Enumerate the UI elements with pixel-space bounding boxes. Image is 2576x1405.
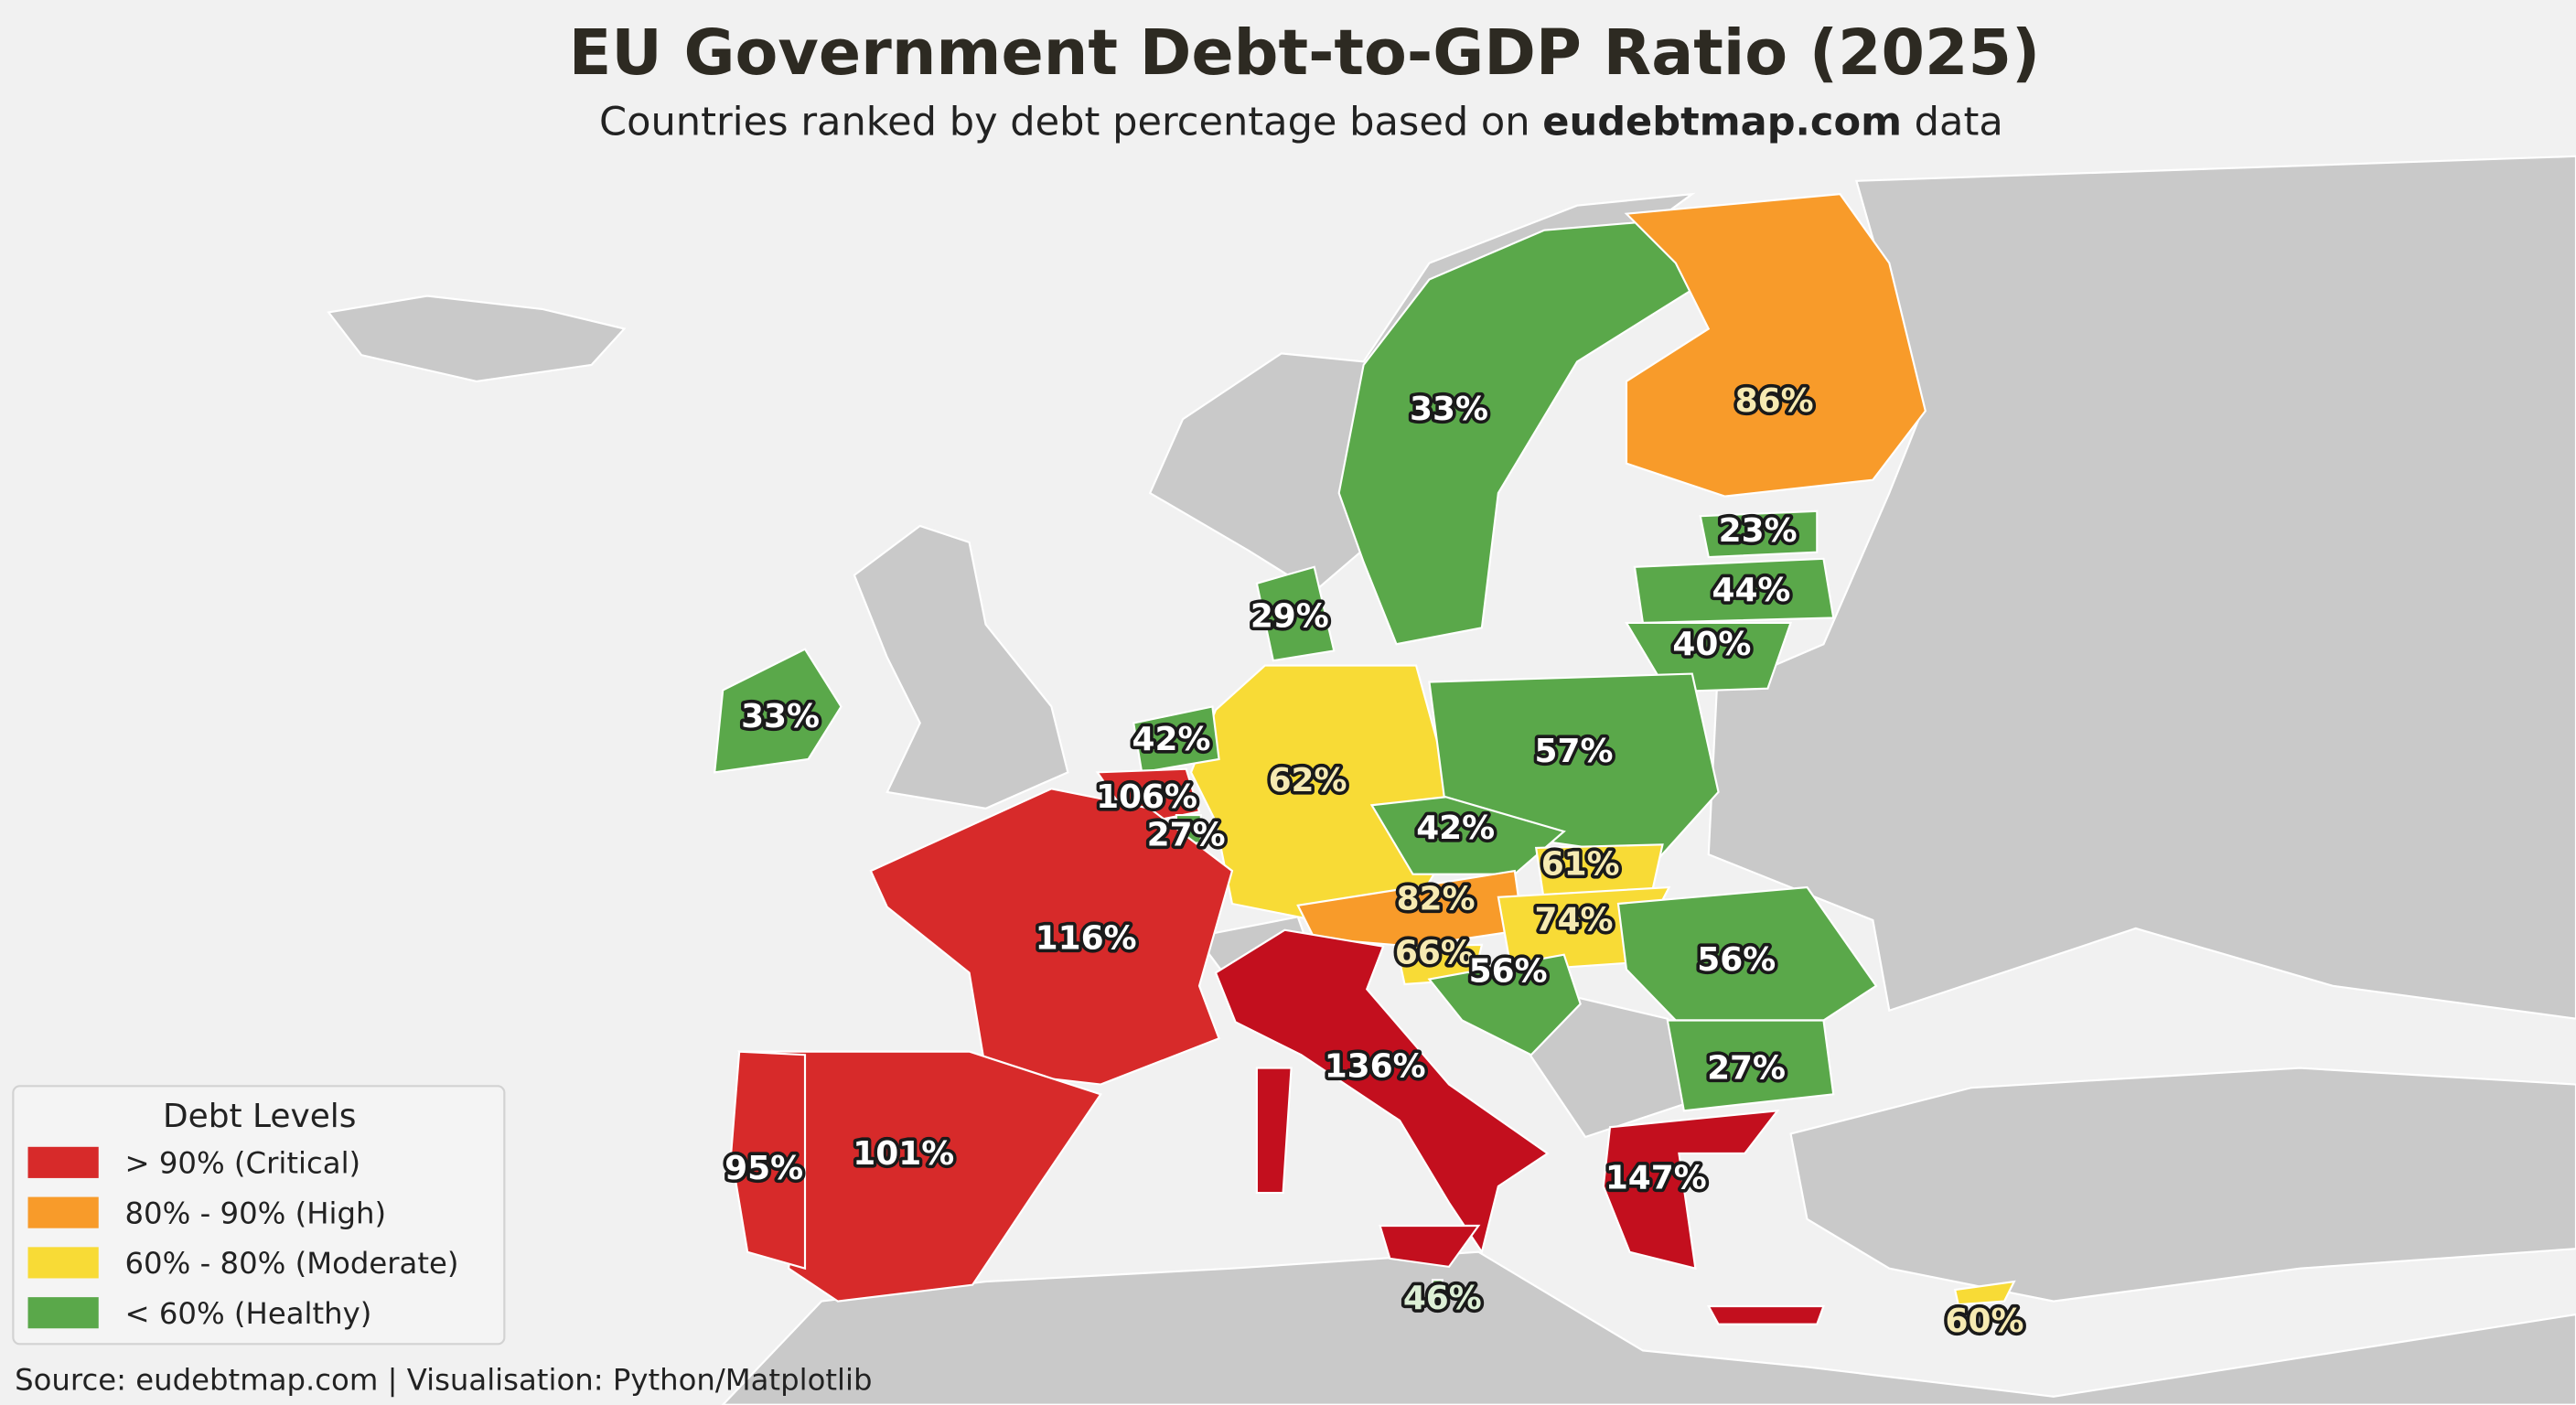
country-italy [1379,1224,1481,1269]
label-sweden: 33% [1410,391,1488,428]
country-italy [1255,1067,1293,1195]
country-finland [1624,193,1927,498]
label-ireland: 33% [741,698,820,735]
map-subtitle: Countries ranked by debt percentage base… [599,100,2003,145]
source-footer: Source: eudebtmap.com | Visualisation: P… [15,1363,872,1398]
label-finland: 86% [1735,382,1814,420]
legend-swatch-healthy [27,1297,99,1329]
label-malta: 46% [1403,1280,1482,1317]
legend-label-healthy: < 60% (Healthy) [124,1296,371,1331]
label-croatia: 56% [1469,952,1548,990]
label-lithuania: 40% [1672,626,1751,663]
label-czechia: 42% [1416,810,1495,847]
label-denmark: 29% [1250,598,1329,636]
land-uk [853,524,1069,810]
legend-label-moderate: 60% - 80% (Moderate) [124,1246,458,1281]
label-hungary: 74% [1535,902,1614,939]
label-slovenia: 66% [1395,935,1474,972]
label-slovakia: 61% [1541,846,1620,884]
country-netherlands [1132,705,1220,774]
label-belgium: 106% [1096,778,1197,816]
label-romania: 56% [1697,941,1776,979]
label-bulgaria: 27% [1707,1049,1786,1087]
label-poland: 57% [1535,733,1614,770]
label-latvia: 44% [1712,572,1790,609]
country-bulgaria [1666,1019,1835,1112]
country-portugal [730,1050,807,1271]
legend-label-critical: > 90% (Critical) [124,1146,360,1181]
country-greece [1602,1109,1780,1271]
label-estonia: 23% [1719,512,1798,550]
label-germany: 62% [1269,762,1347,799]
label-cyprus: 60% [1945,1303,2023,1340]
legend-label-high: 80% - 90% (High) [124,1196,386,1230]
country-malta [1431,1279,1444,1292]
land-iceland [327,295,627,382]
label-spain: 101% [853,1135,954,1173]
subtitle-suffix: data [1902,100,2003,145]
subtitle-prefix: Countries ranked by debt percentage base… [599,100,1542,145]
country-latvia [1633,557,1835,624]
map-title: EU Government Debt-to-GDP Ratio (2025) [569,17,2040,90]
legend-title: Debt Levels [163,1098,357,1135]
eu-countries [714,193,2016,1325]
label-netherlands: 42% [1132,721,1211,758]
country-ireland [714,648,843,774]
label-italy: 136% [1325,1048,1426,1086]
country-france [869,788,1234,1086]
legend-box [12,1085,506,1346]
legend-swatch-moderate [27,1247,99,1279]
land-east [1707,155,2576,1020]
land-turkey [1789,1067,2576,1303]
subtitle-source: eudebtmap.com [1542,100,1902,145]
legend-swatch-critical [27,1146,99,1178]
country-cyprus [1953,1280,2016,1306]
legend: Debt Levels > 90% (Critical) 80% - 90% (H… [12,1085,506,1346]
country-estonia [1699,509,1819,559]
value-labels: 33% 86%23%44%40%29%33%62%42%106%27%57%42%… [722,380,2028,1344]
label-france: 116% [1036,920,1137,958]
country-sweden [1337,220,1711,646]
label-austria: 82% [1397,880,1476,917]
label-greece: 147% [1605,1160,1707,1197]
country-denmark [1255,565,1336,662]
legend-swatch-high [27,1196,99,1228]
label-portugal: 95% [724,1150,803,1187]
non-eu-land [327,155,2576,1405]
country-greece [1706,1304,1826,1325]
country-italy [1214,928,1550,1255]
country-croatia [1427,953,1582,1056]
label-luxembourg: 27% [1147,816,1226,853]
